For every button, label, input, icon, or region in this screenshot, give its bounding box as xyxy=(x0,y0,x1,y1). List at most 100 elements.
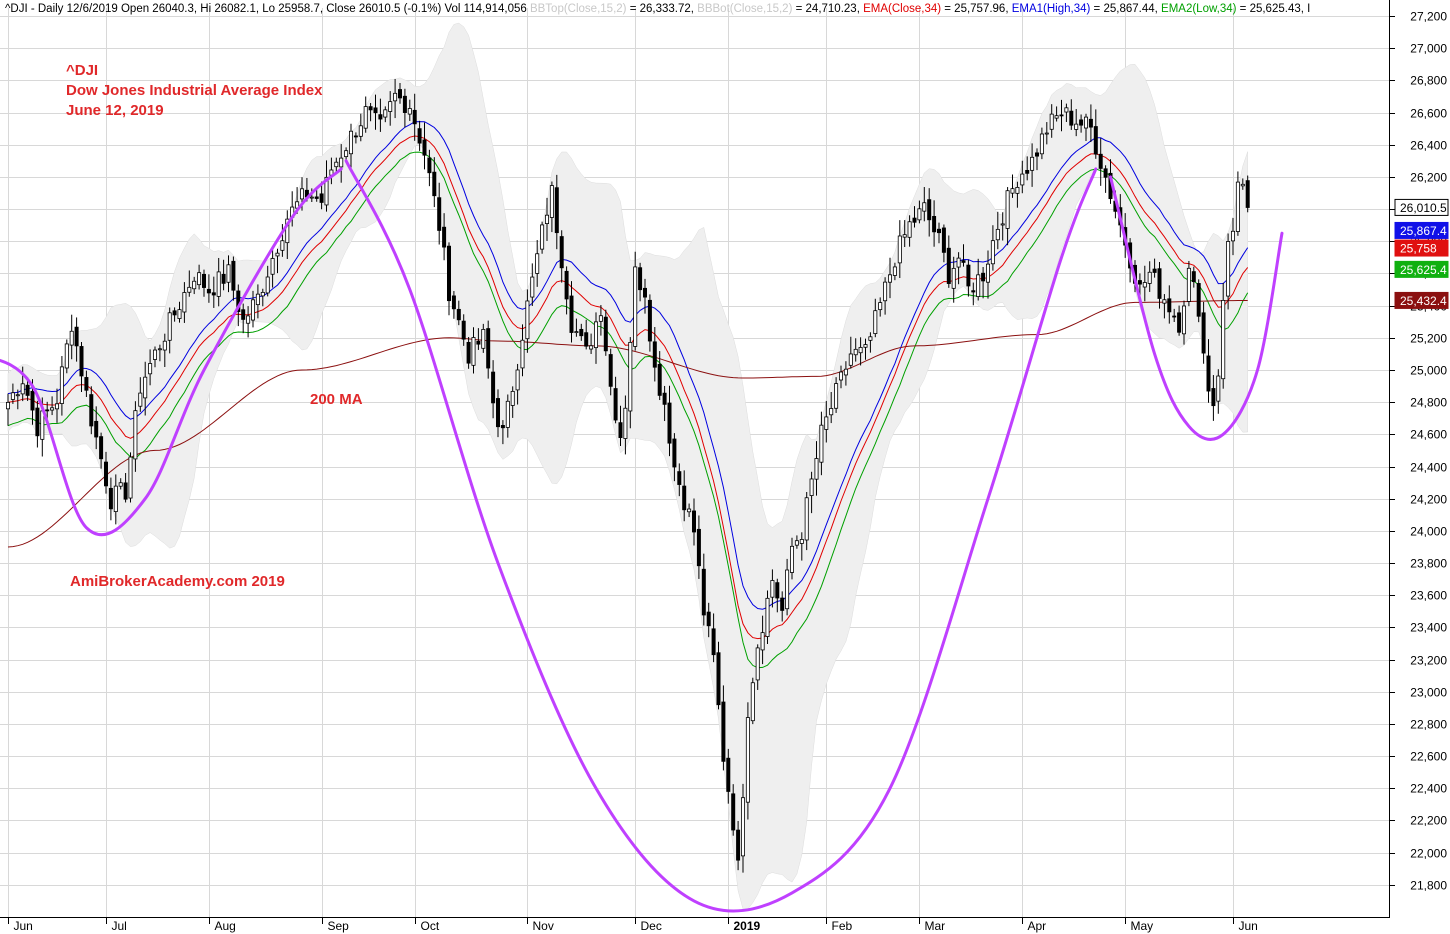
candle xyxy=(598,305,603,336)
candle-body-down xyxy=(618,422,623,438)
candle-body-up xyxy=(1142,282,1147,288)
candle-body-down xyxy=(427,157,432,174)
candle-body-down xyxy=(319,193,324,203)
candle-body-up xyxy=(863,344,868,348)
y-tick-label: 24,400 xyxy=(1410,461,1447,475)
candle xyxy=(1221,282,1226,389)
candle xyxy=(1172,308,1177,322)
price-badge: 25,867.4 xyxy=(1394,221,1449,239)
y-tick-label: 24,200 xyxy=(1410,493,1447,507)
candle xyxy=(59,356,64,416)
candle-body-up xyxy=(216,271,221,297)
candle-body-down xyxy=(672,438,677,468)
header-part-5: EMA(Close,34) xyxy=(863,3,941,15)
candle-body-down xyxy=(231,260,236,291)
price-badges: 26,010.5 25,867.4 25,758 25,625.4 25,432.4 xyxy=(1394,198,1449,309)
candle-body-down xyxy=(422,139,427,156)
candle xyxy=(353,132,358,144)
candle-body-down xyxy=(981,272,986,282)
candle xyxy=(108,477,113,521)
candle xyxy=(64,339,69,374)
y-tick-label: 27,200 xyxy=(1410,10,1447,24)
candle-body-up xyxy=(393,92,398,102)
x-tick-label: Aug xyxy=(215,919,236,933)
price-badge: 25,758 xyxy=(1394,239,1449,257)
candle-body-up xyxy=(858,347,863,354)
candle-body-down xyxy=(932,215,937,233)
candle-body-up xyxy=(255,293,260,306)
candle-body-up xyxy=(10,392,15,400)
candle xyxy=(1142,265,1147,302)
candle-body-down xyxy=(201,273,206,288)
candle-body-up xyxy=(892,266,897,276)
candle-body-up xyxy=(839,371,844,381)
candle xyxy=(285,210,290,259)
candle-body-down xyxy=(437,197,442,231)
candle-body-down xyxy=(368,106,373,111)
candle xyxy=(152,346,157,368)
candle-body-down xyxy=(123,482,128,500)
candle-body-up xyxy=(505,400,510,428)
y-tick-label: 25,200 xyxy=(1410,332,1447,346)
annotation-symbol: ^DJI xyxy=(66,62,98,79)
candle xyxy=(368,102,373,122)
candle-body-up xyxy=(265,276,270,294)
candle xyxy=(990,225,995,271)
candle-body-up xyxy=(623,407,628,439)
candle xyxy=(255,284,260,319)
header-part-3: BBBot(Close,15,2) xyxy=(697,3,792,15)
candle xyxy=(834,377,839,413)
candle-body-down xyxy=(613,388,618,421)
candle-body-up xyxy=(745,717,750,803)
candle xyxy=(182,282,187,323)
candle-body-up xyxy=(594,321,599,349)
candle xyxy=(6,393,11,426)
candle xyxy=(917,200,922,224)
candle xyxy=(711,613,716,663)
candle xyxy=(1167,285,1172,324)
candle-body-down xyxy=(667,402,672,444)
candle-body-up xyxy=(888,274,893,283)
header-part-0: ^DJI - Daily 12/6/2019 Open 26040.3, Hi … xyxy=(5,3,530,15)
candle xyxy=(84,370,89,397)
candle xyxy=(378,98,383,132)
chart-header: ^DJI - Daily 12/6/2019 Open 26040.3, Hi … xyxy=(5,3,1310,15)
candle-body-up xyxy=(829,408,834,416)
header-part-9: EMA2(Low,34) xyxy=(1161,3,1237,15)
candle-body-down xyxy=(711,628,716,656)
candle-body-up xyxy=(951,267,956,289)
candle-body-up xyxy=(834,383,839,409)
candle xyxy=(633,251,638,351)
candle-body-up xyxy=(540,224,545,250)
candle-body-up xyxy=(868,336,873,341)
candle-body-down xyxy=(569,295,574,333)
candle xyxy=(692,498,697,546)
candle xyxy=(1074,109,1079,137)
candle-body-up xyxy=(1039,133,1044,155)
candle xyxy=(275,248,280,274)
candle-body-up xyxy=(525,300,530,340)
candle xyxy=(995,211,1000,250)
candle-body-down xyxy=(314,196,319,199)
candle-body-up xyxy=(1044,132,1049,135)
candle xyxy=(785,558,790,616)
candle xyxy=(907,215,912,247)
candle xyxy=(897,220,902,279)
candle-body-up xyxy=(1020,173,1025,186)
candle xyxy=(594,312,599,364)
candle xyxy=(412,93,417,141)
candle xyxy=(716,641,721,710)
candle xyxy=(652,327,657,382)
candle xyxy=(540,221,545,254)
candle-body-up xyxy=(157,348,162,351)
candle-body-up xyxy=(344,150,349,158)
candle-body-up xyxy=(750,682,755,722)
candle-body-up xyxy=(990,240,995,265)
header-part-8: = 25,867.44, xyxy=(1090,3,1161,15)
candle xyxy=(177,301,182,323)
price-badge-label: 25,432.4 xyxy=(1400,294,1447,308)
candle-body-down xyxy=(706,611,711,627)
candle xyxy=(589,333,594,354)
candle xyxy=(1245,175,1250,213)
candle xyxy=(495,389,500,438)
